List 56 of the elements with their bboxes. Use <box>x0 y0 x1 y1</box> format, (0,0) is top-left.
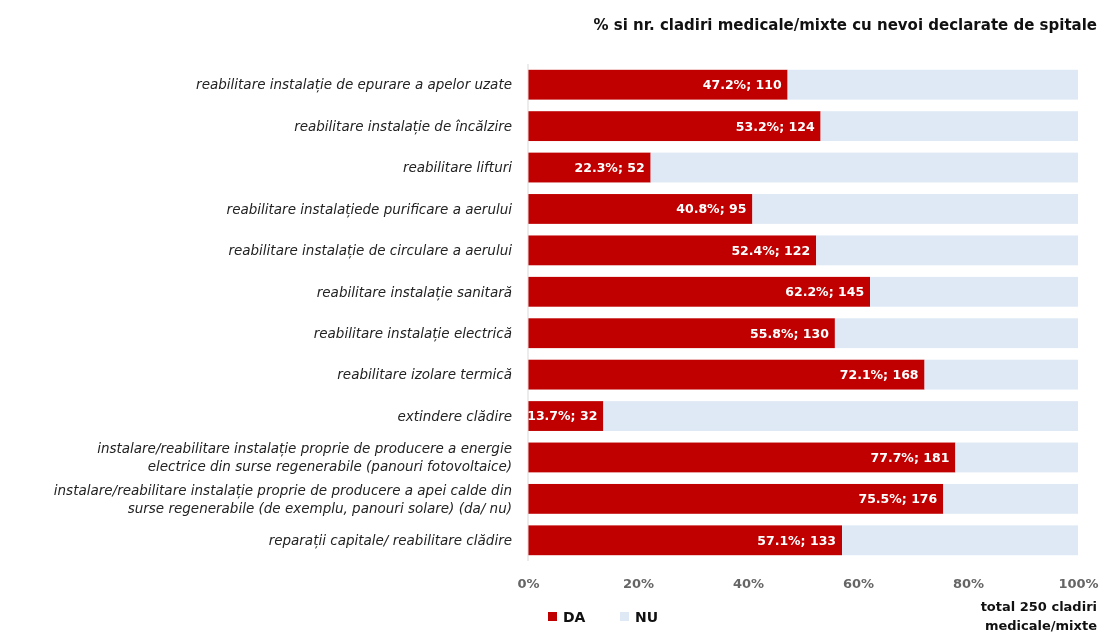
x-tick-label: 80% <box>952 576 985 592</box>
bar <box>603 401 1078 431</box>
bar <box>528 111 821 142</box>
y-tick-label: instalare/reabilitare instalație proprie de producere a energie electrice din surse regenerabile (panouri fotovoltaice) <box>97 440 512 475</box>
chart-title: % si nr. cladiri medicale/mixte cu nevoi declarate de spitale <box>593 16 1097 34</box>
bar <box>528 442 956 473</box>
x-tick-label: 60% <box>842 576 875 592</box>
legend-label: NU <box>635 608 659 625</box>
data-label: 62.2%; 145 <box>785 284 865 300</box>
data-label: 57.1%; 133 <box>757 532 837 548</box>
data-label: 75.5%; 176 <box>858 491 938 507</box>
data-label: 55.8%; 130 <box>750 325 830 341</box>
data-label: 52.4%; 122 <box>731 242 811 258</box>
data-label: 13.7%; 32 <box>527 408 598 424</box>
bar <box>820 111 1078 142</box>
data-label: 22.3%; 52 <box>574 159 645 175</box>
bar <box>528 483 944 514</box>
bar <box>528 235 817 266</box>
data-label: 72.1%; 168 <box>839 367 919 382</box>
y-tick-label: reabilitare izolare termică <box>337 366 512 383</box>
data-label: 53.2%; 124 <box>735 118 815 134</box>
bar <box>816 235 1078 266</box>
bar <box>528 359 925 390</box>
y-tick-label: reabilitare instalație de încălzire <box>294 117 512 135</box>
y-tick-label: reabilitare lifturi <box>402 159 513 176</box>
bar <box>955 442 1078 473</box>
bar <box>752 194 1078 224</box>
y-tick-label: instalare/reabilitare instalație proprie de producere a apei calde din surse regenerabile (de exemplu, panouri solare) (da/ nu) <box>53 481 512 516</box>
y-tick-label: reabilitare instalațiede purificare a aerului <box>226 200 513 218</box>
y-tick-label: reabilitare instalație electrică <box>313 324 512 342</box>
bar <box>943 483 1078 514</box>
y-tick-label: reparații capitale/ reabilitare clădire <box>268 532 512 550</box>
bar <box>842 525 1078 556</box>
y-tick-label: reabilitare instalație de circulare a aerului <box>228 242 513 260</box>
y-tick-label: reabilitare instalație sanitară <box>316 283 512 301</box>
x-tick-label: 20% <box>622 576 655 592</box>
bar <box>528 194 753 224</box>
bar <box>870 276 1078 307</box>
bar <box>924 359 1078 390</box>
x-tick-label: 0% <box>517 576 540 592</box>
text: total 250 cladiri medicale/mixte <box>980 599 1098 633</box>
bar <box>528 525 843 556</box>
bar <box>834 318 1078 349</box>
x-tick-label: 40% <box>732 576 765 592</box>
bar <box>528 69 788 100</box>
y-tick-label: extindere clădire <box>397 407 512 424</box>
bar <box>528 276 871 307</box>
bar <box>650 152 1078 183</box>
data-label: 40.8%; 95 <box>676 201 747 217</box>
bar <box>787 69 1078 100</box>
data-label: 47.2%; 110 <box>702 77 782 93</box>
data-label: 77.7%; 181 <box>870 449 950 465</box>
bar <box>528 318 835 349</box>
y-tick-label: reabilitare instalație de epurare a apelor uzate <box>196 76 512 94</box>
x-tick-label: 100% <box>1058 576 1099 592</box>
legend-label: DA <box>563 608 586 625</box>
